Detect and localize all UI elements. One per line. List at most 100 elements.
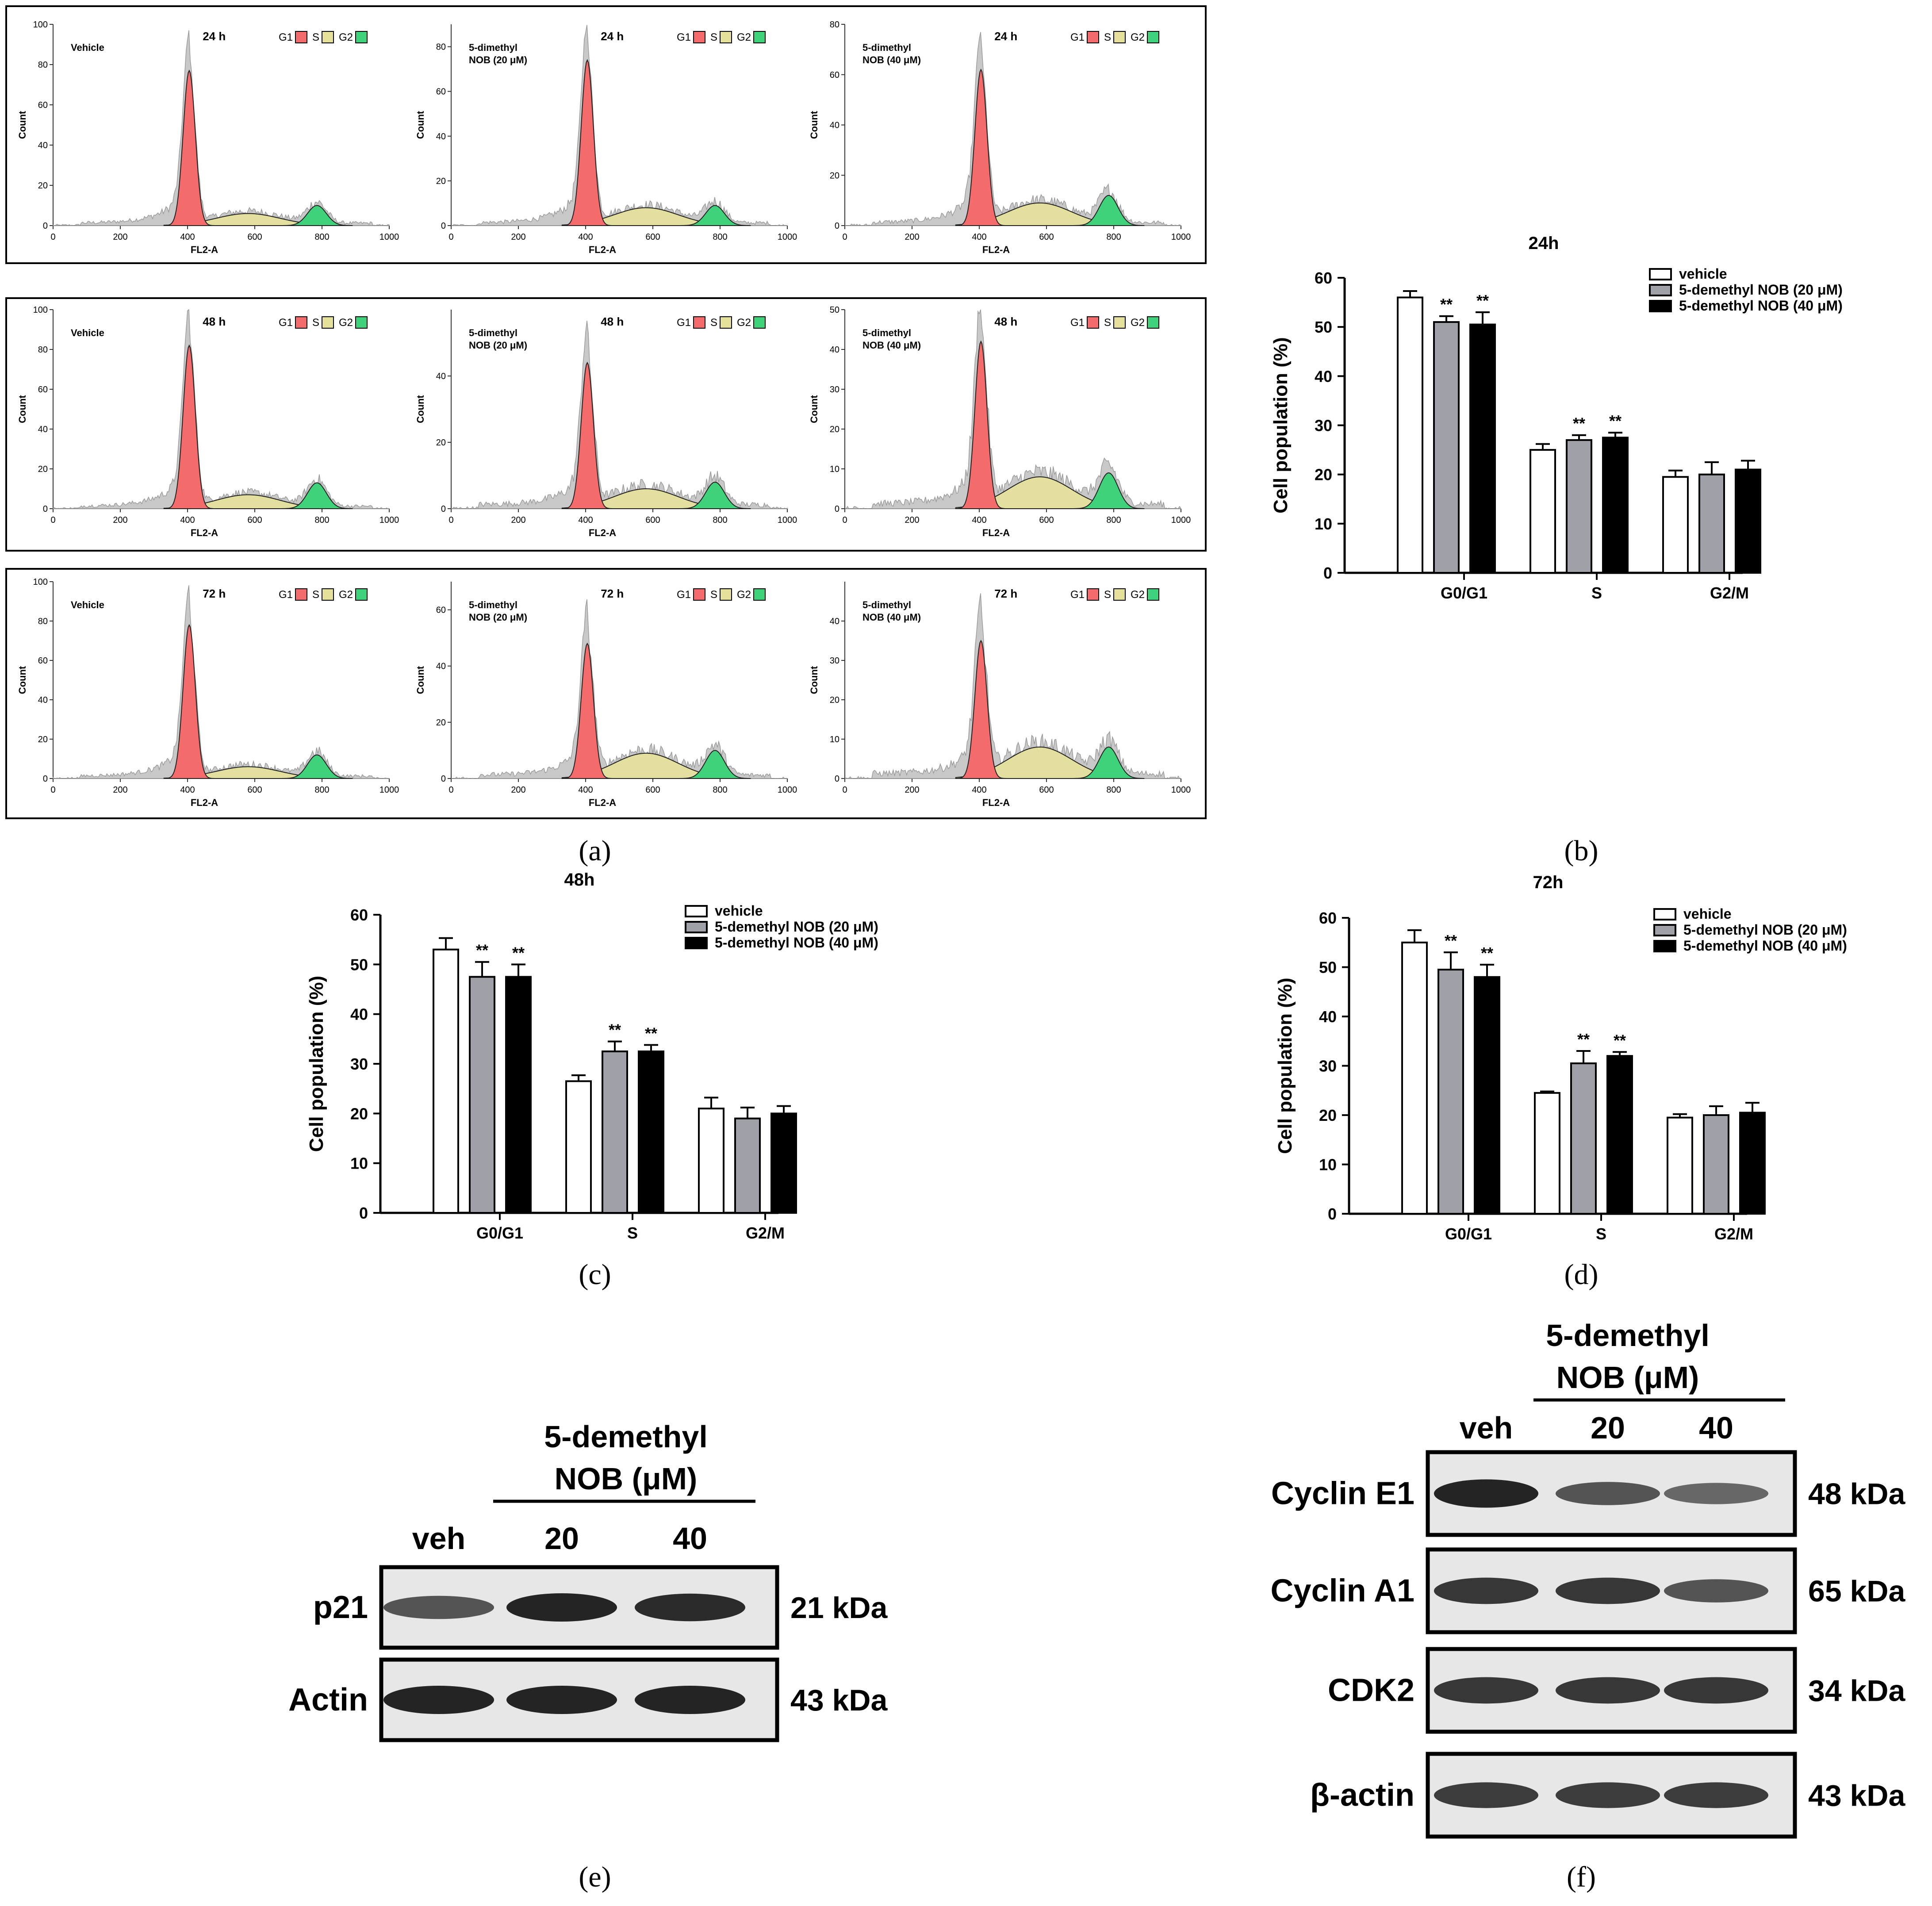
bar <box>1566 439 1592 574</box>
blot-band <box>383 1686 494 1714</box>
bar-chart-x-tick-label: G0/G1 <box>1441 584 1487 602</box>
histogram-legend-swatch <box>693 316 705 329</box>
blot-band <box>383 1595 494 1619</box>
histogram-legend-text: S <box>312 589 319 601</box>
histogram-time-label: 24 h <box>601 30 624 43</box>
histogram-x-tick-label: 800 <box>1106 232 1121 242</box>
histogram-x-tick-label: 400 <box>972 785 986 795</box>
histogram-legend-swatch <box>295 588 307 601</box>
histogram-y-tick-label: 20 <box>830 425 840 434</box>
histogram-y-tick-label: 0 <box>835 774 840 784</box>
blot-band <box>1434 1577 1538 1604</box>
histogram-x-tick-label: 600 <box>645 232 660 242</box>
histogram-x-tick-label: 800 <box>713 785 727 795</box>
histogram-time-label: 24 h <box>994 30 1017 43</box>
histogram-row-frame <box>5 568 1207 819</box>
histogram-x-tick-label: 800 <box>1106 785 1121 795</box>
bar-legend-swatch <box>685 921 708 933</box>
histogram-sample-label: 5-dimethyl <box>862 42 911 53</box>
bar-chart-y-tick-label: 50 <box>1319 959 1337 977</box>
blot-header: 5-demethyl <box>544 1419 708 1454</box>
histogram-g2-phase <box>679 205 751 226</box>
histogram-y-tick-label: 10 <box>830 464 840 474</box>
bar <box>1397 296 1423 574</box>
histogram-y-tick-label: 60 <box>436 606 446 615</box>
blot-row-label: Cyclin E1 <box>1271 1476 1414 1511</box>
histogram-legend-text: S <box>312 317 319 329</box>
histogram-x-tick-label: 600 <box>1039 232 1054 242</box>
histogram-sample-label: 5-dimethyl <box>469 42 518 53</box>
histogram-x-tick-label: 200 <box>511 232 525 242</box>
histogram-sample-label: NOB (40 μM) <box>862 612 921 623</box>
bar-chart-y-tick-label: 30 <box>1315 417 1332 435</box>
bar <box>698 1108 724 1214</box>
histogram-time-label: 72 h <box>601 587 624 600</box>
histogram-x-label: FL2-A <box>191 527 218 538</box>
histogram-x-tick-label: 1000 <box>778 515 797 525</box>
histogram-y-tick-label: 80 <box>38 617 48 626</box>
histogram-time-label: 72 h <box>203 587 226 600</box>
histogram-y-tick-label: 50 <box>830 305 840 315</box>
histogram-y-label: Count <box>415 111 426 139</box>
histogram-y-tick-label: 80 <box>830 20 840 30</box>
histogram-y-tick-label: 40 <box>436 132 446 142</box>
histogram-x-label: FL2-A <box>191 797 218 808</box>
bar-chart-y-tick-label: 20 <box>1319 1106 1337 1124</box>
histogram-y-tick-label: 40 <box>38 425 48 434</box>
bar-chart-y-tick-label: 40 <box>350 1005 368 1024</box>
bar-chart-y-tick-label: 40 <box>1315 367 1332 385</box>
histogram-legend-swatch <box>322 316 334 329</box>
histogram-legend-text: G2 <box>1131 31 1145 43</box>
histogram-raw-counts <box>53 309 390 509</box>
bar-significance: ** <box>1609 412 1622 430</box>
histogram-y-tick-label: 20 <box>436 718 446 728</box>
histogram-y-tick-label: 60 <box>38 385 48 395</box>
histogram-x-tick-label: 0 <box>842 515 847 525</box>
histogram-legend-text: S <box>1104 31 1111 43</box>
histogram-y-tick-label: 100 <box>33 577 48 587</box>
bar-chart-y-tick-label: 50 <box>1315 318 1332 336</box>
histogram-x-tick-label: 800 <box>314 785 329 795</box>
bar-legend-swatch <box>1649 268 1672 280</box>
bar-legend-text: 5-demethyl NOB (40 μM) <box>715 935 878 951</box>
histogram-x-tick-label: 800 <box>1106 515 1121 525</box>
histogram-sample-label: 5-dimethyl <box>862 327 911 338</box>
histogram-y-tick-label: 20 <box>38 181 48 191</box>
bar-chart-x-tick-label: S <box>1596 1225 1606 1243</box>
blot-lane-label: veh <box>412 1521 466 1556</box>
histogram-x-tick-label: 400 <box>972 232 986 242</box>
histogram-x-tick-label: 600 <box>645 785 660 795</box>
histogram-g1-phase <box>955 69 1007 226</box>
histogram-y-tick-label: 80 <box>38 345 48 355</box>
bar <box>1570 1062 1597 1215</box>
histogram-y-label: Count <box>17 111 28 139</box>
bar <box>565 1080 592 1214</box>
western-blot-e: 5-demethyl NOB (μM) veh 20 40 p21 21 kDa Actin 4… <box>288 1419 888 1742</box>
blot-band <box>1664 1579 1768 1603</box>
bar-legend-text: vehicle <box>715 903 763 919</box>
histogram-sample-label: Vehicle <box>71 327 104 338</box>
bar <box>1530 449 1556 574</box>
histogram-y-tick-label: 20 <box>436 438 446 448</box>
bar-chart-y-label: Cell population (%) <box>1270 337 1292 513</box>
histogram-x-tick-label: 0 <box>448 515 453 525</box>
histogram-g2-phase <box>281 754 353 779</box>
histogram-g1-phase <box>163 624 215 779</box>
bar-chart-y-tick-label: 10 <box>1319 1156 1337 1174</box>
blot-band <box>1664 1483 1768 1504</box>
bar-legend-swatch <box>685 937 708 949</box>
histogram-sample-label: 5-dimethyl <box>862 599 911 610</box>
histogram-g1-phase <box>561 361 613 509</box>
histogram-raw-counts <box>451 25 788 226</box>
bar <box>505 976 532 1214</box>
blot-header: NOB (μM) <box>1556 1360 1699 1395</box>
blot-row-label: β-actin <box>1310 1778 1414 1813</box>
bar-chart-y-tick-label: 0 <box>359 1204 368 1222</box>
histogram-x-tick-label: 200 <box>905 232 919 242</box>
blot-band <box>635 1686 745 1714</box>
histogram-raw-counts <box>53 30 390 226</box>
bar-chart-x-tick-label: G0/G1 <box>476 1224 523 1242</box>
